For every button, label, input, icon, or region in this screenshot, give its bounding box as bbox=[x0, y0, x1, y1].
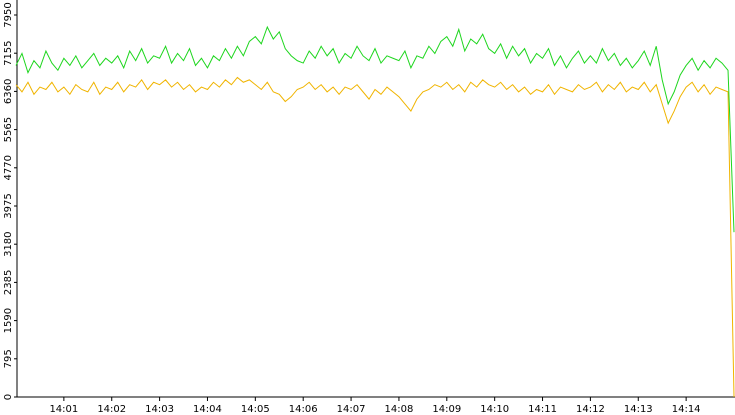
y-tick-label: 3180 bbox=[3, 231, 14, 256]
x-tick-label: 14:06 bbox=[289, 404, 318, 415]
series-line bbox=[15, 76, 735, 398]
x-tick-label: 14:04 bbox=[193, 404, 222, 415]
y-tick-label: 6360 bbox=[3, 79, 14, 104]
x-tick-label: 14:11 bbox=[528, 404, 557, 415]
x-tick-label: 14:12 bbox=[576, 404, 605, 415]
x-tick-label: 14:01 bbox=[49, 404, 78, 415]
y-tick-label: 7950 bbox=[3, 2, 14, 27]
x-tick-label: 14:05 bbox=[241, 404, 270, 415]
x-tick-label: 14:07 bbox=[337, 404, 366, 415]
x-tick-label: 14:14 bbox=[672, 404, 701, 415]
series-line bbox=[15, 25, 735, 233]
y-tick-label: 2385 bbox=[3, 270, 14, 295]
y-tick-label: 7155 bbox=[3, 40, 14, 65]
x-tick-label: 14:13 bbox=[624, 404, 653, 415]
y-tick-label: 3975 bbox=[3, 193, 14, 218]
y-tick-label: 5565 bbox=[3, 117, 14, 142]
x-tick-label: 14:08 bbox=[385, 404, 414, 415]
y-tick-label: 1590 bbox=[3, 308, 14, 333]
x-tick-label: 14:03 bbox=[145, 404, 174, 415]
y-tick-label: 795 bbox=[3, 349, 14, 368]
x-tick-label: 14:10 bbox=[480, 404, 509, 415]
x-tick-label: 14:09 bbox=[432, 404, 461, 415]
y-tick-label: 0 bbox=[3, 394, 14, 400]
y-tick-label: 4770 bbox=[3, 155, 14, 180]
x-tick-label: 14:02 bbox=[97, 404, 126, 415]
